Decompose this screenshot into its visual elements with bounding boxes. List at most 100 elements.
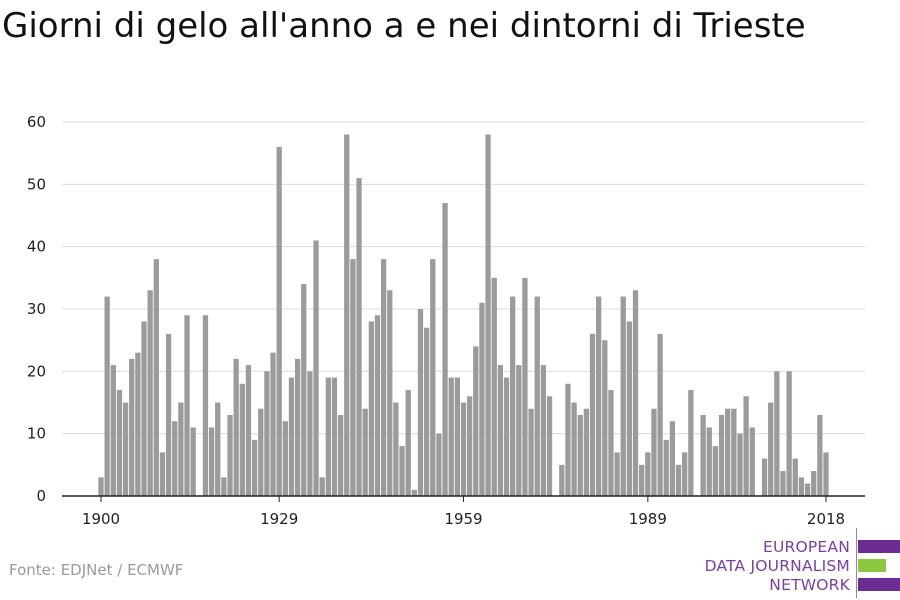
bar-1926 bbox=[258, 408, 264, 496]
bar-1972 bbox=[540, 365, 547, 496]
bar-1943 bbox=[362, 408, 368, 496]
bar-1988 bbox=[639, 464, 645, 496]
bar-1984 bbox=[614, 452, 620, 496]
y-axis-labels: 0 10 20 30 40 50 60 bbox=[27, 113, 46, 505]
bar-1982 bbox=[602, 340, 608, 496]
bar-1996 bbox=[688, 390, 694, 496]
edjnet-logo: EUROPEAN DATA JOURNALISM NETWORK bbox=[700, 528, 900, 598]
bar-2010 bbox=[774, 371, 780, 496]
bar-1970 bbox=[528, 408, 534, 496]
logo-line-1: EUROPEAN bbox=[762, 538, 850, 556]
y-tick-label: 30 bbox=[27, 300, 46, 318]
bar-1917 bbox=[202, 315, 209, 496]
logo-divider bbox=[856, 528, 857, 598]
bar-1907 bbox=[141, 321, 147, 496]
bar-1932 bbox=[294, 358, 301, 496]
bar-1957 bbox=[448, 377, 454, 496]
bar-2002 bbox=[725, 408, 731, 496]
bar-1955 bbox=[436, 433, 442, 496]
bar-1910 bbox=[159, 452, 166, 496]
bar-1938 bbox=[331, 377, 338, 496]
bar-2012 bbox=[786, 371, 792, 496]
bar-1953 bbox=[423, 327, 430, 496]
bar-1909 bbox=[153, 259, 159, 496]
bar-2016 bbox=[811, 471, 817, 496]
bar-1935 bbox=[313, 240, 319, 496]
bar-1924 bbox=[245, 365, 252, 496]
source-note: Fonte: EDJNet / ECMWF bbox=[9, 561, 184, 579]
bar-1964 bbox=[491, 277, 497, 496]
bar-1928 bbox=[270, 352, 276, 496]
bar-1918 bbox=[208, 427, 215, 496]
bar-1902 bbox=[110, 365, 116, 496]
bar-1939 bbox=[337, 414, 344, 496]
bar-2013 bbox=[792, 458, 798, 496]
y-tick-label: 60 bbox=[27, 113, 46, 131]
bar-1911 bbox=[165, 333, 172, 496]
bars bbox=[98, 134, 829, 496]
bar-chart: 0 10 20 30 40 50 60 1900 1929 1959 1989 2018 bbox=[27, 113, 865, 528]
bar-2008 bbox=[761, 458, 768, 496]
bar-1981 bbox=[596, 296, 602, 496]
y-tick-label: 10 bbox=[27, 425, 46, 443]
logo-text: EUROPEAN DATA JOURNALISM NETWORK bbox=[705, 538, 850, 595]
bar-2003 bbox=[731, 408, 737, 496]
bar-1994 bbox=[675, 464, 682, 496]
bar-1954 bbox=[430, 259, 436, 496]
bar-1929 bbox=[276, 146, 282, 496]
bar-1960 bbox=[467, 396, 473, 496]
bar-1971 bbox=[534, 296, 540, 496]
bar-1949 bbox=[399, 446, 405, 496]
bar-1908 bbox=[147, 290, 153, 496]
bar-1903 bbox=[116, 390, 123, 496]
bar-1940 bbox=[344, 134, 350, 496]
bar-1901 bbox=[104, 296, 110, 496]
bar-1987 bbox=[632, 290, 639, 496]
bar-1923 bbox=[239, 383, 245, 496]
bar-1992 bbox=[663, 439, 669, 496]
bar-1950 bbox=[405, 390, 411, 496]
bar-1969 bbox=[522, 277, 528, 496]
bar-1958 bbox=[454, 377, 460, 496]
bar-1931 bbox=[288, 377, 295, 496]
logo-line-3: NETWORK bbox=[769, 576, 850, 594]
bar-1990 bbox=[651, 408, 657, 496]
bar-1914 bbox=[184, 315, 190, 496]
bar-1978 bbox=[577, 414, 583, 496]
bar-1993 bbox=[669, 421, 676, 496]
bar-1963 bbox=[485, 134, 491, 496]
bar-1965 bbox=[497, 365, 503, 496]
bar-2001 bbox=[718, 414, 725, 496]
bar-2018 bbox=[823, 452, 829, 496]
bar-1979 bbox=[583, 408, 590, 496]
bar-1919 bbox=[215, 402, 221, 496]
bar-2011 bbox=[780, 471, 786, 496]
bar-1905 bbox=[129, 358, 135, 496]
bar-1962 bbox=[479, 302, 485, 496]
bar-1934 bbox=[307, 371, 313, 496]
bar-1983 bbox=[608, 390, 614, 496]
bar-1995 bbox=[682, 452, 688, 496]
y-tick-label: 40 bbox=[27, 238, 46, 256]
bar-1959 bbox=[460, 402, 467, 496]
bar-2014 bbox=[798, 477, 805, 496]
bar-2000 bbox=[712, 446, 719, 496]
bar-2006 bbox=[749, 427, 755, 496]
x-tick-label: 1959 bbox=[444, 510, 482, 528]
bar-1912 bbox=[172, 421, 178, 496]
bar-1920 bbox=[221, 477, 227, 496]
bar-1941 bbox=[350, 259, 356, 496]
logo-line-2: DATA JOURNALISM bbox=[704, 557, 850, 575]
bar-1961 bbox=[473, 346, 479, 496]
bar-1951 bbox=[411, 489, 417, 496]
logo-bar-top bbox=[858, 540, 900, 553]
bar-2015 bbox=[804, 483, 811, 496]
bar-1944 bbox=[368, 321, 374, 496]
bar-1956 bbox=[442, 203, 448, 496]
bar-1900 bbox=[98, 477, 104, 496]
bar-1925 bbox=[251, 439, 258, 496]
bar-1947 bbox=[387, 290, 393, 496]
bar-1933 bbox=[301, 284, 307, 496]
bar-1975 bbox=[559, 464, 565, 496]
bar-2005 bbox=[743, 396, 749, 496]
